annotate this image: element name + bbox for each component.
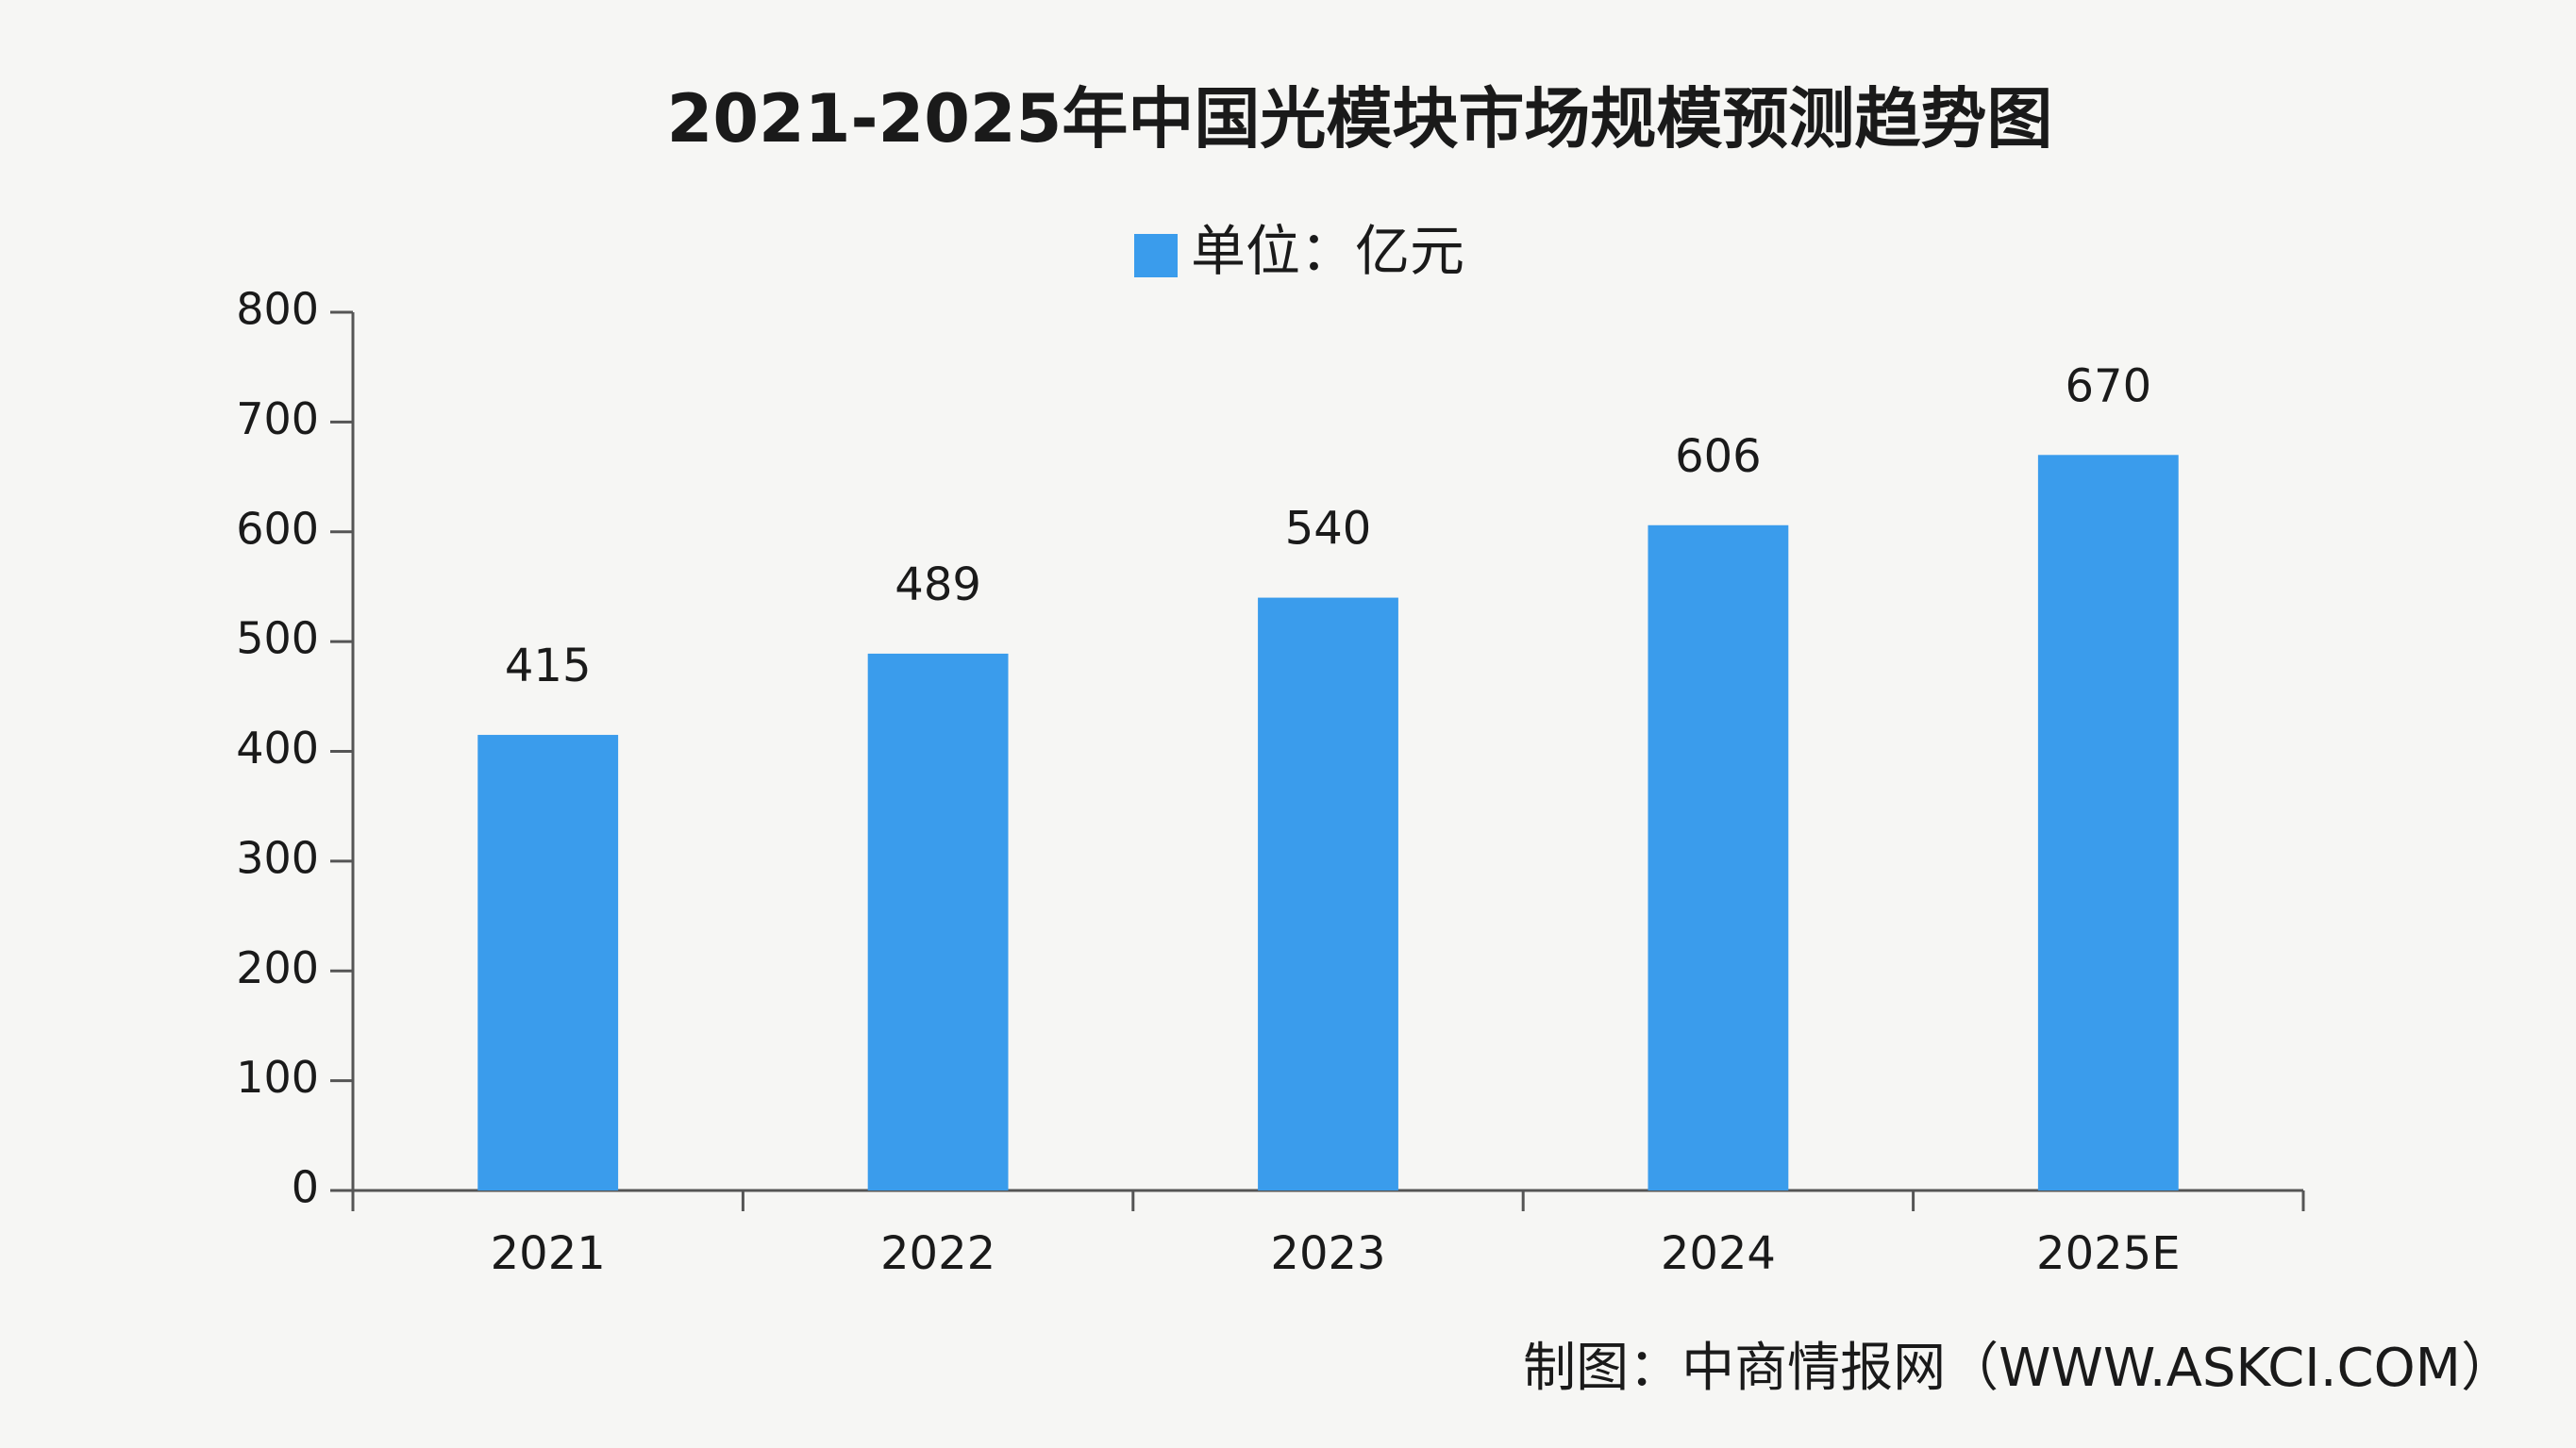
y-tick-label: 0 (292, 1162, 319, 1213)
legend-label: 单位：亿元 (1191, 219, 1464, 283)
bar (2037, 455, 2179, 1191)
x-tick-label: 2022 (880, 1227, 995, 1280)
y-tick-label: 100 (236, 1052, 319, 1103)
data-label: 540 (1285, 503, 1372, 556)
bar (1648, 524, 1789, 1190)
bar (867, 653, 1009, 1190)
data-label: 415 (505, 640, 592, 692)
bar (477, 735, 619, 1190)
chart-title: 2021-2025年中国光模块市场规模预测趋势图 (667, 80, 2053, 158)
x-tick-label: 2024 (1661, 1227, 1776, 1280)
y-tick-label: 300 (236, 832, 319, 883)
x-tick-label: 2023 (1270, 1227, 1385, 1280)
y-tick-label: 800 (236, 284, 319, 335)
source-note: 制图：中商情报网（WWW.ASKCI.COM） (1523, 1338, 2514, 1399)
y-tick-label: 400 (236, 723, 319, 774)
data-label: 606 (1675, 430, 1762, 483)
y-tick-label: 600 (236, 503, 319, 554)
legend-swatch (1134, 234, 1178, 277)
x-tick-label: 2025E (2036, 1227, 2180, 1280)
data-label: 489 (895, 558, 981, 611)
y-tick-label: 200 (236, 942, 319, 993)
y-tick-label: 500 (236, 613, 319, 664)
x-tick-label: 2021 (491, 1227, 606, 1280)
y-tick-label: 700 (236, 393, 319, 444)
bar (1258, 597, 1398, 1190)
data-label: 670 (2065, 359, 2151, 412)
